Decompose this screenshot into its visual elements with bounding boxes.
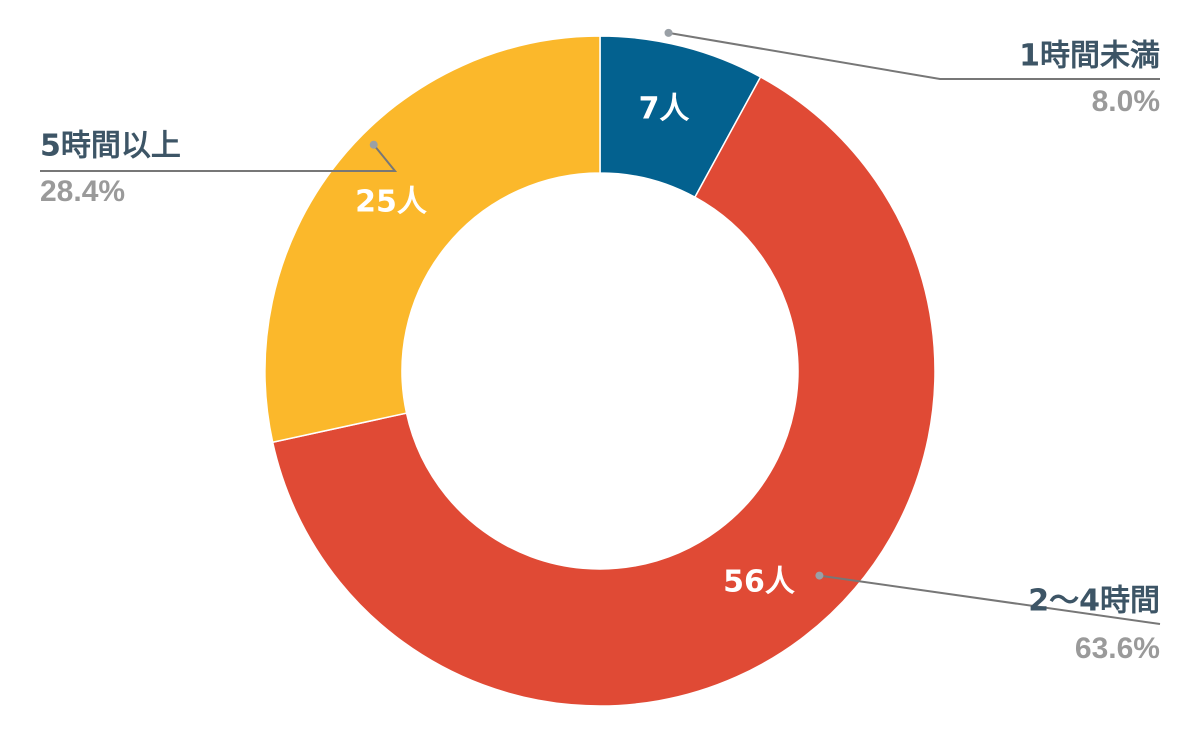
slice-3 [264,35,601,444]
value-label-1: 7人 [639,92,690,127]
category-label-3: 5時間以上 [40,129,181,164]
value-label-2: 56人 [723,565,795,600]
percent-label-2: 63.6% [1075,632,1160,665]
slice-2 [271,75,936,707]
leader-dot-2 [815,571,824,580]
leader-dot-3 [369,140,378,149]
leader-line-2 [819,574,1161,625]
leader-line-1 [668,31,1160,80]
category-label-1: 1時間未満 [1019,39,1160,74]
value-label-3: 25人 [355,185,427,220]
percent-label-3: 28.4% [40,175,125,208]
percent-label-1: 8.0% [1092,85,1160,118]
category-label-2: 2〜4時間 [1028,584,1160,619]
slices-group [264,35,936,707]
leader-line-3 [40,144,398,172]
leader-dot-1 [664,28,673,37]
callouts-group: 1時間未満 8.0% 2〜4時間 63.6% 5時間以上 28.4% [40,28,1161,665]
value-labels-group: 7人 56人 25人 [355,92,795,600]
